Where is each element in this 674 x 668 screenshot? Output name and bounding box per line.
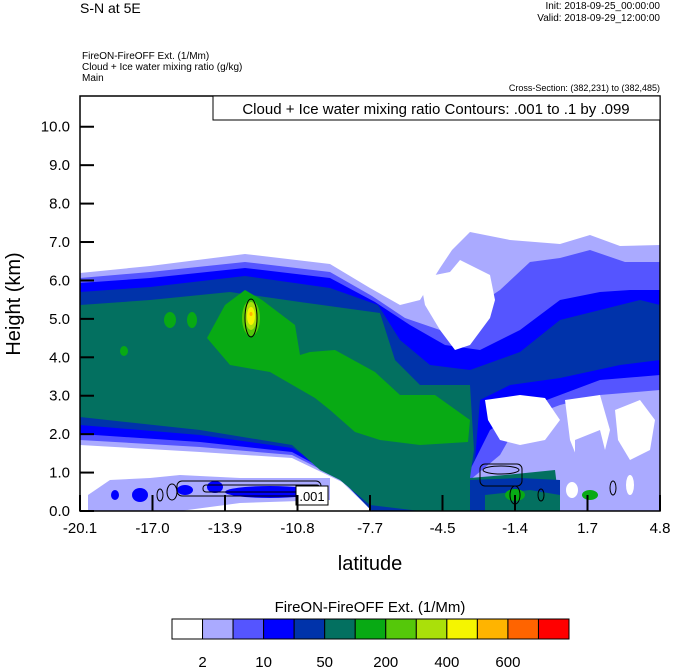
init-time: Init: 2018-09-25_00:00:00 bbox=[545, 1, 660, 12]
colorbar-swatch bbox=[385, 618, 417, 640]
y-tick-label: 7.0 bbox=[49, 234, 70, 251]
title-box bbox=[212, 95, 661, 121]
y-tick-label: 9.0 bbox=[49, 157, 70, 174]
plot-title: S-N at 5E bbox=[80, 0, 141, 16]
colorbar-label: 50 bbox=[316, 654, 333, 668]
colorbar-swatch bbox=[446, 618, 478, 640]
white-gap-lower-right bbox=[485, 395, 560, 445]
colorbar-swatch bbox=[415, 618, 448, 640]
y-tick-label: 2.0 bbox=[49, 426, 70, 443]
x-tick-label: 4.8 bbox=[650, 520, 671, 537]
x-tick-label: -13.9 bbox=[208, 520, 242, 537]
colorbar-label: 10 bbox=[255, 654, 272, 668]
colorbar-swatch bbox=[476, 618, 509, 640]
y-tick-label: 8.0 bbox=[49, 196, 70, 213]
chart-title: Cloud + Ice water mixing ratio Contours:… bbox=[242, 101, 629, 118]
y-axis-label: Height (km) bbox=[3, 252, 25, 355]
colorbar: 2 10 50 200 400 600 bbox=[171, 618, 570, 668]
white-gap-upper-right bbox=[420, 260, 495, 350]
colorbar-swatch bbox=[171, 618, 204, 640]
colorbar-label: 2 bbox=[198, 654, 206, 668]
contour-label: .001 bbox=[299, 489, 324, 504]
colorbar-swatch bbox=[293, 618, 326, 640]
field-label-2: Cloud + Ice water mixing ratio (g/kg) bbox=[82, 62, 243, 73]
valid-time: Valid: 2018-09-29_12:00:00 bbox=[537, 13, 660, 24]
y-tick-label: 5.0 bbox=[49, 311, 70, 328]
x-tick-label: 1.7 bbox=[577, 520, 598, 537]
colorbar-swatch bbox=[507, 618, 539, 640]
colorbar-label: 200 bbox=[373, 654, 398, 668]
colorbar-swatch bbox=[263, 618, 295, 640]
colorbar-swatch bbox=[537, 618, 570, 640]
contour-fill bbox=[80, 232, 660, 511]
y-tick-label: 1.0 bbox=[49, 465, 70, 482]
x-tick-label: -20.1 bbox=[63, 520, 97, 537]
colorbar-swatch bbox=[232, 618, 265, 640]
y-tick-label: 0.0 bbox=[49, 503, 70, 520]
contour-label-box bbox=[295, 485, 329, 506]
colorbar-swatch bbox=[354, 618, 387, 640]
x-tick-label: -10.8 bbox=[280, 520, 314, 537]
y-tick-label: 4.0 bbox=[49, 349, 70, 366]
cross-section-label: Cross-Section: (382,231) to (382,485) bbox=[508, 83, 660, 93]
x-tick-label: -7.7 bbox=[357, 520, 383, 537]
y-tick-label: 10.0 bbox=[41, 119, 70, 136]
y-tick-label: 3.0 bbox=[49, 388, 70, 405]
field-label-3: Main bbox=[82, 73, 104, 84]
x-axis-label: latitude bbox=[338, 553, 403, 575]
colorbar-title: FireON-FireOFF Ext. (1/Mm) bbox=[275, 599, 466, 616]
x-tick-label: -17.0 bbox=[135, 520, 169, 537]
colorbar-swatch bbox=[202, 618, 234, 640]
y-tick-label: 6.0 bbox=[49, 272, 70, 289]
fill-low-left bbox=[88, 475, 330, 511]
x-tick-label: -4.5 bbox=[430, 520, 456, 537]
x-tick-label: -1.4 bbox=[502, 520, 528, 537]
fill-level-400 bbox=[207, 290, 470, 445]
axis-ticks: -20.1 -17.0 -13.9 -10.8 -7.7 -4.5 -1.4 1.7 4.8 0.… bbox=[41, 119, 671, 537]
colorbar-swatch bbox=[324, 618, 356, 640]
field-label-1: FireON-FireOFF Ext. (1/Mm) bbox=[82, 51, 210, 62]
colorbar-label: 400 bbox=[434, 654, 459, 668]
colorbar-label: 600 bbox=[495, 654, 520, 668]
